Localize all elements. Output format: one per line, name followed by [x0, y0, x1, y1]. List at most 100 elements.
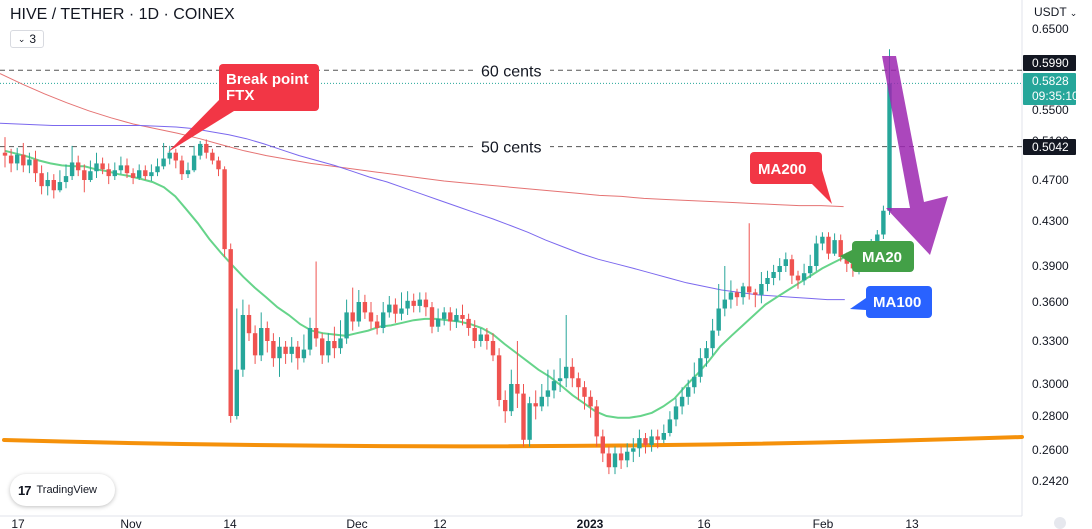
50-cents-tag-bg	[1023, 139, 1076, 155]
candle-body	[15, 154, 20, 164]
ma200-line	[0, 73, 844, 208]
candle	[76, 155, 81, 177]
candle-body	[582, 387, 587, 397]
candle-body	[191, 155, 197, 171]
candle	[252, 325, 258, 364]
candle-body	[143, 170, 148, 177]
candle-body	[490, 341, 496, 356]
60-cents-tag-value: 0.5990	[1032, 56, 1069, 70]
currency-selector[interactable]: USDT ⌄	[1034, 5, 1077, 19]
candle	[356, 290, 361, 327]
x-tick-label: 16	[697, 517, 711, 529]
candle	[600, 429, 605, 463]
candle	[454, 308, 459, 328]
candle-body	[185, 170, 191, 175]
x-tick-label: Feb	[813, 517, 834, 529]
candle-body	[557, 378, 563, 382]
current-price-tag-value: 0.5828	[1032, 74, 1069, 88]
interval-toggle[interactable]: ⌄ 3	[10, 30, 44, 48]
candle-body	[570, 366, 575, 379]
candle-body	[625, 451, 630, 461]
candle-body	[39, 173, 44, 187]
candle	[728, 280, 734, 309]
candle	[173, 148, 178, 169]
candle	[765, 270, 770, 292]
candle	[442, 307, 447, 326]
candle	[679, 387, 685, 415]
candle-body	[301, 349, 307, 359]
y-tick-label: 0.4300	[1032, 214, 1069, 228]
candle	[606, 446, 612, 475]
candle-body	[698, 358, 703, 377]
candle	[551, 369, 557, 399]
candle-body	[76, 162, 81, 171]
break-point-callout-pointer	[168, 100, 234, 152]
y-tick-label: 0.5500	[1032, 103, 1069, 117]
candle	[234, 308, 239, 420]
candle-body	[631, 448, 636, 452]
candle-body	[808, 266, 813, 274]
candle	[246, 304, 252, 341]
candle-body	[246, 315, 252, 334]
candle-body	[307, 328, 313, 350]
candle-body	[606, 453, 612, 468]
candle	[112, 162, 117, 180]
candle-body	[533, 403, 538, 407]
candle	[411, 293, 416, 313]
candle	[814, 235, 819, 271]
candle	[429, 302, 435, 334]
candle	[57, 170, 63, 193]
candle	[45, 172, 50, 196]
candle-body	[448, 312, 453, 322]
candle	[21, 142, 26, 173]
candle	[69, 145, 75, 180]
ma20-callout: MA20	[840, 241, 914, 272]
candle	[27, 152, 32, 174]
candle	[2, 137, 8, 168]
candle	[423, 292, 429, 317]
candle-body	[655, 436, 660, 440]
candle-body	[667, 419, 673, 433]
candle	[106, 163, 111, 185]
candle	[198, 141, 203, 160]
candle	[179, 155, 185, 180]
level-label: 50 cents	[481, 140, 541, 157]
candle	[191, 145, 197, 173]
candle	[283, 341, 288, 364]
interval-count: 3	[29, 32, 37, 46]
candle-body	[295, 346, 300, 359]
candle	[350, 287, 355, 331]
break-point-callout-text: Break point	[226, 71, 309, 88]
candle	[307, 317, 313, 356]
candle	[734, 288, 740, 306]
candle	[673, 398, 679, 427]
currency-label: USDT	[1034, 5, 1067, 19]
candle	[594, 400, 599, 447]
y-tick-label: 0.6500	[1032, 22, 1069, 36]
candle-body	[118, 165, 124, 171]
candle-body	[454, 315, 459, 322]
purple-arrow-icon	[882, 56, 948, 255]
candle	[618, 446, 624, 469]
candle-body	[283, 346, 288, 354]
candle-body	[576, 378, 581, 388]
tradingview-logo[interactable]: 17 TradingView	[10, 474, 115, 506]
candle-body	[442, 312, 447, 319]
candle-body	[252, 333, 258, 356]
candle-body	[368, 312, 374, 322]
candle-body	[777, 266, 782, 272]
candle-body	[100, 163, 105, 170]
candle-body	[472, 328, 477, 341]
candle	[393, 298, 398, 323]
candle-body	[765, 278, 770, 284]
candle	[271, 333, 276, 367]
candle	[143, 165, 148, 180]
candle	[301, 334, 307, 363]
candle-body	[271, 341, 276, 359]
y-tick-label: 0.3900	[1032, 259, 1069, 273]
candle-body	[753, 292, 758, 295]
candle-body	[8, 155, 14, 164]
candle-body	[539, 396, 544, 407]
candle	[753, 288, 758, 308]
